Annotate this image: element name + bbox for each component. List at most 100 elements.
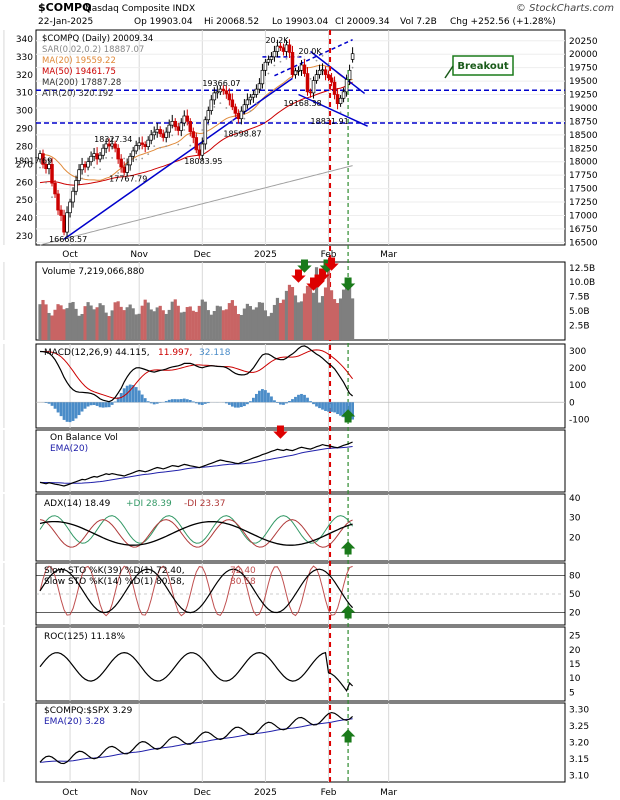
- candle-body: [89, 155, 93, 163]
- price-right-tick: 16750: [569, 225, 598, 235]
- month-label-top: Mar: [380, 250, 397, 260]
- ratio-tick: 3.10: [569, 771, 589, 781]
- macd-histogram-bar: [104, 402, 108, 408]
- obv-ema-line: [39, 446, 353, 484]
- volume-bar: [347, 288, 352, 340]
- volume-bar: [248, 306, 252, 340]
- volume-bar: [275, 297, 280, 340]
- macd-histogram-bar: [239, 402, 243, 408]
- sar-dot: [243, 117, 246, 120]
- macd-histogram-bar: [297, 394, 300, 403]
- red-down-arrow: [273, 425, 288, 439]
- volume-bar: [137, 313, 141, 340]
- volume-bar: [272, 304, 277, 340]
- candle-body: [119, 158, 123, 168]
- price-right-tick: 18000: [569, 158, 598, 168]
- candle-body: [335, 94, 340, 104]
- candle-body: [95, 153, 99, 160]
- price-right-tick: 19000: [569, 104, 598, 114]
- candle-body: [245, 99, 250, 106]
- sar-dot: [267, 72, 270, 75]
- volume-bar: [290, 286, 295, 340]
- volume-bar: [218, 306, 222, 340]
- macd-histogram-bar: [258, 390, 261, 403]
- volume-bar: [143, 299, 147, 340]
- volume-bar: [317, 302, 322, 340]
- candle-body: [290, 52, 295, 75]
- macd-histogram-bar: [131, 385, 135, 403]
- volume-bar: [149, 309, 153, 340]
- volume-title: Volume 7,219,066,880: [42, 267, 144, 277]
- volume-bar: [92, 309, 96, 340]
- rising-trendline-extension: [274, 38, 353, 77]
- candle-body: [308, 91, 313, 94]
- price-right-tick: 17500: [569, 185, 598, 195]
- volume-bar: [227, 303, 231, 340]
- month-label-bottom: Mar: [380, 788, 397, 798]
- obv-panel-frame: [35, 429, 566, 493]
- month-label-top: Feb: [321, 250, 337, 260]
- volume-bar: [191, 310, 195, 340]
- price-right-tick: 17250: [569, 198, 598, 208]
- macd-histogram-bar: [252, 397, 255, 403]
- green-down-arrow: [340, 277, 356, 291]
- volume-bar: [104, 312, 108, 340]
- ratio-tick: 3.20: [569, 739, 589, 749]
- sar-dot: [171, 134, 174, 137]
- volume-bar: [278, 302, 283, 340]
- candle-body: [287, 44, 292, 53]
- month-label-bottom: 2025: [254, 788, 277, 798]
- sar-dot: [129, 169, 132, 172]
- price-legend-item: SAR(0.02,0.2) 18887.07: [42, 45, 144, 55]
- candle-body: [257, 83, 262, 90]
- volume-bar: [41, 299, 45, 340]
- candle-body: [98, 154, 102, 160]
- macd-histogram-bar: [110, 402, 114, 405]
- volume-bar: [188, 306, 192, 340]
- price-left-tick: 280: [16, 142, 33, 152]
- header-open: Op 19903.04: [134, 17, 193, 27]
- candle-body: [161, 133, 165, 138]
- volume-bar: [185, 307, 189, 340]
- macd-histogram-bar: [282, 402, 285, 405]
- volume-bar: [326, 267, 331, 340]
- roc-tick: 25: [569, 632, 580, 642]
- volume-bar: [164, 313, 168, 340]
- macd-histogram-bar: [59, 402, 63, 417]
- macd-histogram-bar: [137, 390, 141, 403]
- macd-histogram-bar: [140, 394, 144, 403]
- price-right-tick: 18500: [569, 131, 598, 141]
- month-label-bottom: Oct: [62, 788, 78, 798]
- volume-bar: [89, 305, 93, 340]
- green-up-arrow: [340, 541, 356, 555]
- volume-bar: [350, 298, 355, 340]
- candle-body: [350, 53, 355, 60]
- volume-bar: [308, 285, 313, 340]
- price-legend-item: MA(20) 19559.22: [42, 56, 116, 66]
- macd-histogram-bar: [173, 399, 177, 403]
- volume-bar: [311, 292, 316, 340]
- candle-body: [65, 212, 69, 233]
- price-right-tick: 20250: [569, 37, 598, 47]
- volume-bar: [293, 295, 298, 340]
- volume-bar: [263, 310, 268, 340]
- candle-body: [179, 122, 184, 131]
- volume-bar: [176, 305, 180, 340]
- volume-bar: [299, 301, 304, 340]
- volume-bar: [65, 308, 69, 340]
- macd-histogram-bar: [203, 402, 207, 404]
- candle-body: [311, 80, 316, 94]
- volume-bar: [131, 308, 135, 340]
- roc-title: ROC(125) 11.18%: [44, 632, 125, 642]
- brand-logo: © StockCharts.com: [516, 3, 614, 14]
- volume-tick: 7.5B: [569, 293, 590, 303]
- macd-histogram-bar: [170, 399, 174, 403]
- macd-histogram-bar: [330, 402, 333, 412]
- macd-histogram-bar: [333, 402, 336, 413]
- candle-body: [275, 45, 280, 52]
- candle-body: [281, 47, 286, 52]
- candle-body: [320, 69, 325, 72]
- obv-legend-item: EMA(20): [50, 444, 88, 454]
- macd-histogram-bar: [116, 397, 120, 403]
- volume-bar: [194, 311, 198, 340]
